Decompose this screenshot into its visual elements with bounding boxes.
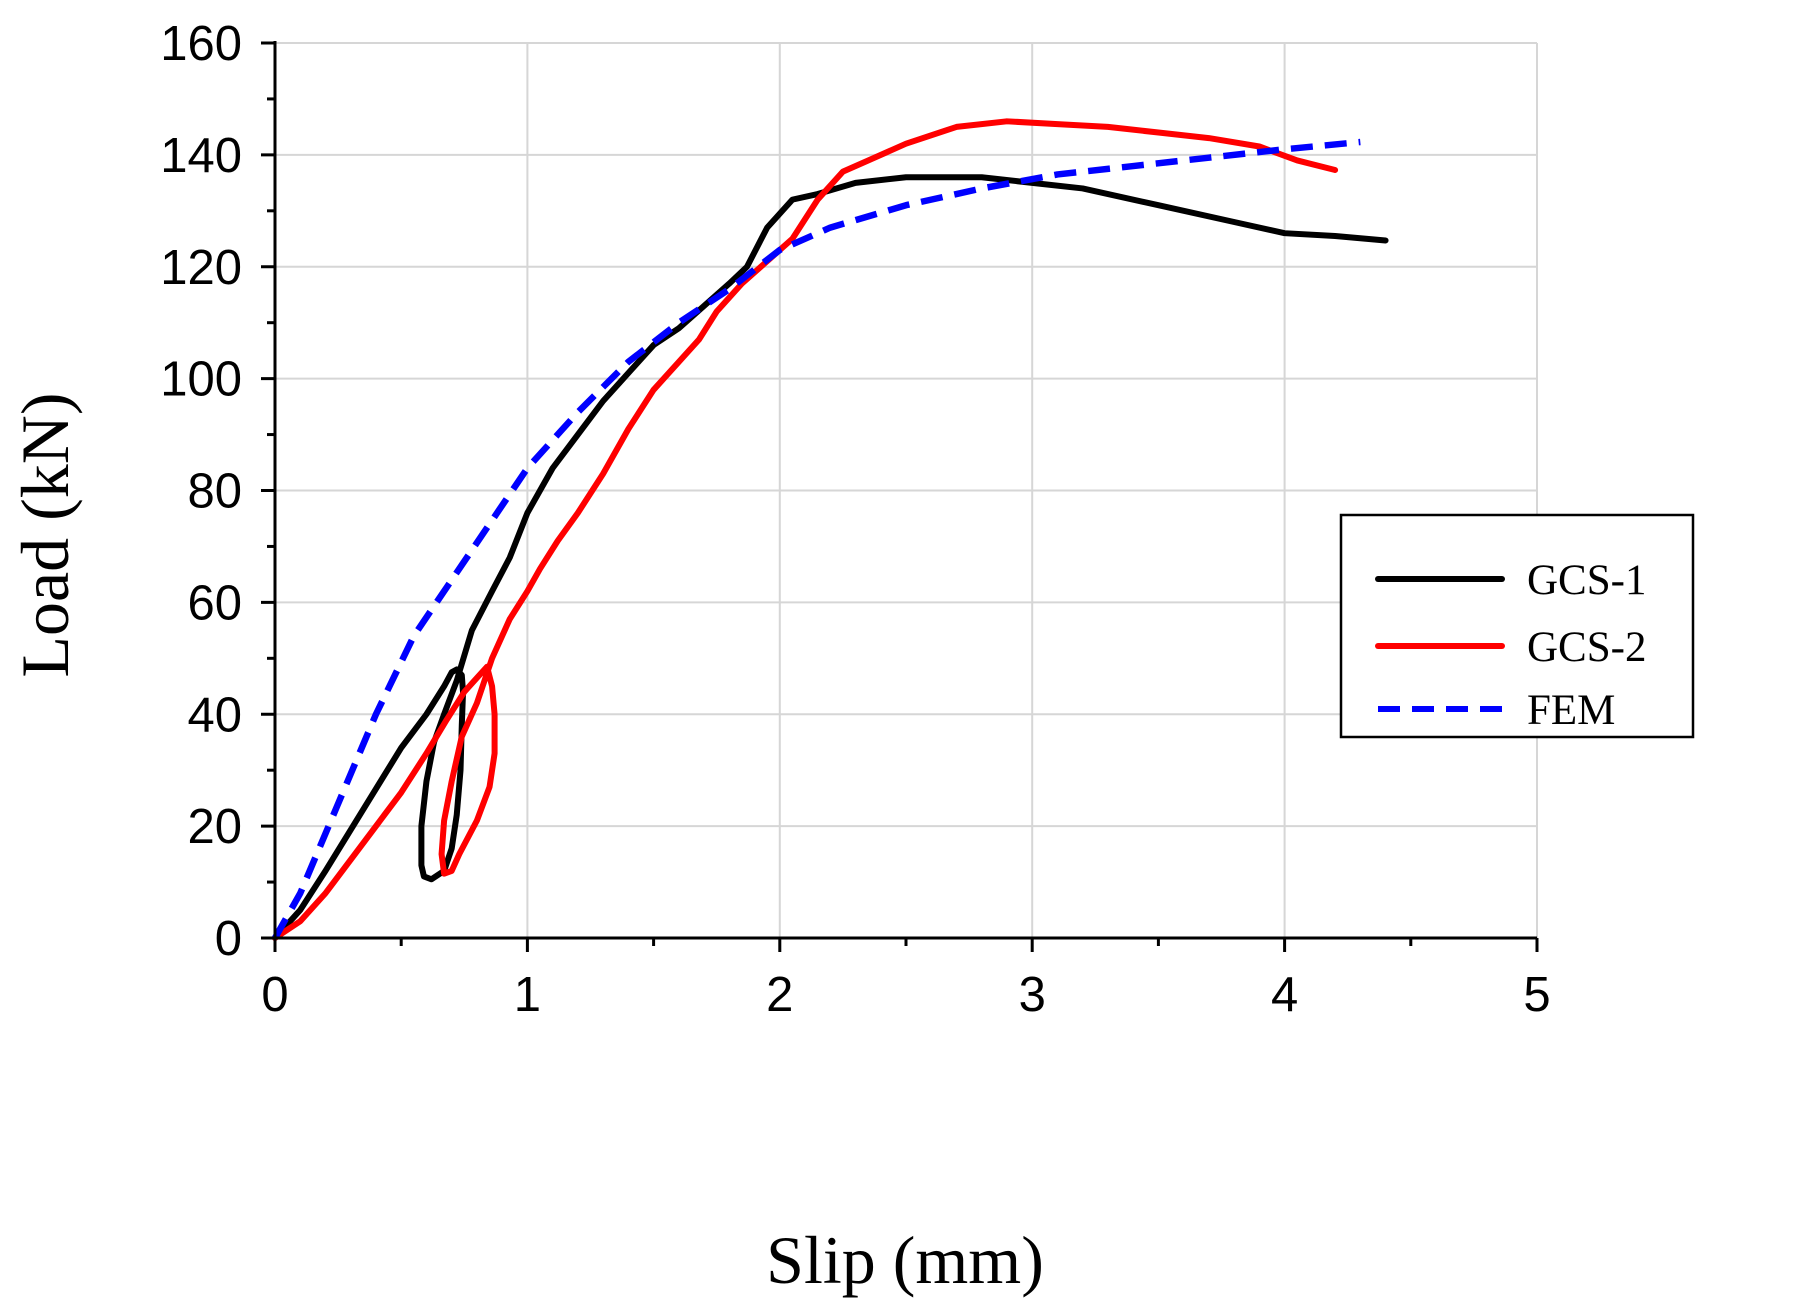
- y-tick-label: 160: [160, 17, 242, 71]
- x-tick-label: 4: [1271, 968, 1298, 1022]
- y-tick-label: 80: [187, 465, 242, 519]
- legend-box: [1339, 513, 1695, 739]
- legend-label: FEM: [1527, 687, 1615, 734]
- x-axis-title: Slip (mm): [766, 1222, 1044, 1298]
- y-tick-label: 0: [215, 912, 242, 966]
- y-tick-label: 100: [160, 353, 242, 407]
- y-tick-label: 140: [160, 129, 242, 183]
- y-tick-labels: 0 20 40 60 80 100 120 140 160: [160, 17, 242, 966]
- plot-series: [272, 118, 1389, 941]
- series-line-gcs-2: [272, 118, 1339, 941]
- x-tick-label: 1: [514, 968, 541, 1022]
- y-tick-label: 20: [187, 800, 242, 854]
- tick-marks: [261, 41, 1539, 952]
- y-tick-label: 60: [187, 576, 242, 630]
- x-tick-label: 0: [261, 968, 288, 1022]
- y-tick-label: 120: [160, 241, 242, 295]
- legend-label: GCS-2: [1527, 624, 1646, 671]
- x-tick-label: 2: [766, 968, 793, 1022]
- x-tick-label: 3: [1019, 968, 1046, 1022]
- series-line-fem: [272, 138, 1361, 940]
- legend-label: GCS-1: [1527, 557, 1646, 604]
- legend: GCS-1 GCS-2 FEM: [1339, 513, 1695, 739]
- series-line-gcs-1: [272, 174, 1389, 941]
- y-tick-label: 40: [187, 688, 242, 742]
- x-tick-label: 5: [1523, 968, 1550, 1022]
- y-axis-title: Load (kN): [7, 392, 83, 677]
- x-tick-labels: 0 1 2 3 4 5: [261, 968, 1550, 1022]
